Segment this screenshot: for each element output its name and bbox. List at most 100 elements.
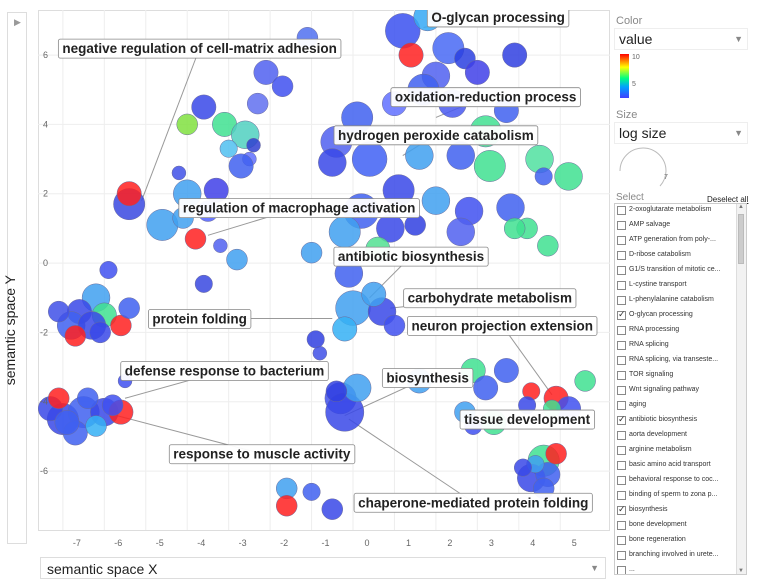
term-list-item[interactable]: arginine metabolism bbox=[615, 444, 737, 459]
term-checkbox[interactable] bbox=[617, 371, 626, 380]
scatter-plot[interactable]: O-glycan processing negative regulation o… bbox=[38, 10, 610, 552]
go-term-bubble[interactable] bbox=[446, 141, 475, 170]
term-checkbox[interactable] bbox=[617, 491, 626, 500]
go-term-bubble[interactable] bbox=[246, 92, 269, 115]
scroll-up-icon[interactable]: ▲ bbox=[738, 204, 744, 210]
go-term-bubble[interactable] bbox=[421, 186, 451, 215]
go-term-bubble[interactable] bbox=[246, 137, 261, 153]
term-list-item[interactable]: RNA splicing bbox=[615, 339, 737, 354]
go-term-bubble[interactable] bbox=[502, 42, 528, 68]
expand-arrow-icon[interactable]: ▶ bbox=[14, 17, 21, 27]
go-term-bubble[interactable] bbox=[464, 59, 490, 85]
go-term-bubble[interactable] bbox=[398, 42, 424, 68]
go-term-bubble[interactable] bbox=[219, 139, 238, 158]
term-label[interactable]: antibiotic biosynthesis bbox=[333, 246, 489, 267]
term-checkbox[interactable] bbox=[617, 386, 626, 395]
go-term-bubble[interactable] bbox=[383, 314, 406, 337]
term-label[interactable]: protein folding bbox=[148, 309, 252, 329]
go-term-bubble[interactable] bbox=[351, 141, 388, 177]
term-checkbox[interactable] bbox=[617, 206, 626, 215]
term-checkbox[interactable] bbox=[617, 341, 626, 350]
term-list-item[interactable]: biosynthesis bbox=[615, 504, 737, 519]
go-term-bubble[interactable] bbox=[194, 274, 213, 293]
term-list-item[interactable]: antibiotic biosynthesis bbox=[615, 414, 737, 429]
scroll-down-icon[interactable]: ▼ bbox=[738, 568, 744, 574]
term-checkbox[interactable] bbox=[617, 504, 626, 515]
term-select-list[interactable]: 2-oxoglutarate metabolism AMP salvage ATP … bbox=[614, 203, 747, 575]
go-term-bubble[interactable] bbox=[228, 153, 254, 179]
go-term-bubble[interactable] bbox=[176, 113, 198, 136]
term-label[interactable]: defense response to bacterium bbox=[120, 361, 329, 381]
go-term-bubble[interactable] bbox=[332, 316, 358, 342]
color-select[interactable]: value ▼ bbox=[614, 28, 748, 50]
go-term-bubble[interactable] bbox=[101, 394, 124, 416]
go-term-bubble[interactable] bbox=[493, 358, 519, 383]
term-list-item[interactable]: basic amino acid transport bbox=[615, 459, 737, 474]
term-checkbox[interactable] bbox=[617, 401, 626, 410]
term-list-item[interactable]: ATP generation from poly-... bbox=[615, 234, 737, 249]
term-checkbox[interactable] bbox=[617, 221, 626, 230]
term-list-item[interactable]: AMP salvage bbox=[615, 219, 737, 234]
go-term-bubble[interactable] bbox=[48, 300, 70, 323]
term-list-item[interactable]: G1/S transition of mitotic ce... bbox=[615, 264, 737, 279]
go-term-bubble[interactable] bbox=[342, 373, 372, 403]
term-list-item[interactable]: Wnt signaling pathway bbox=[615, 384, 737, 399]
go-term-bubble[interactable] bbox=[554, 162, 583, 191]
term-label[interactable]: oxidation-reduction process bbox=[390, 87, 581, 108]
go-term-bubble[interactable] bbox=[184, 228, 207, 250]
go-term-bubble[interactable] bbox=[191, 94, 217, 120]
term-list-item[interactable]: TOR signaling bbox=[615, 369, 737, 384]
term-list-item[interactable]: L-phenylalanine catabolism bbox=[615, 294, 737, 309]
go-term-bubble[interactable] bbox=[271, 75, 294, 97]
term-list-item[interactable]: bone regeneration bbox=[615, 534, 737, 549]
go-term-bubble[interactable] bbox=[85, 415, 107, 437]
term-list-item[interactable]: L-cystine transport bbox=[615, 279, 737, 294]
go-term-bubble[interactable] bbox=[361, 281, 387, 307]
term-checkbox[interactable] bbox=[617, 266, 626, 275]
go-term-bubble[interactable] bbox=[99, 261, 118, 279]
term-label[interactable]: chaperone-mediated protein folding bbox=[353, 492, 593, 513]
go-term-bubble[interactable] bbox=[300, 241, 323, 264]
term-checkbox[interactable] bbox=[617, 461, 626, 470]
term-list-item[interactable]: behavioral response to coc... bbox=[615, 474, 737, 489]
go-term-bubble[interactable] bbox=[503, 217, 526, 240]
go-term-bubble[interactable] bbox=[545, 443, 567, 465]
go-term-bubble[interactable] bbox=[171, 165, 187, 181]
size-select[interactable]: log size ▼ bbox=[614, 122, 748, 144]
go-term-bubble[interactable] bbox=[306, 330, 325, 349]
term-label[interactable]: response to muscle activity bbox=[168, 444, 356, 465]
term-checkbox[interactable] bbox=[617, 551, 626, 560]
term-label[interactable]: O-glycan processing bbox=[426, 10, 570, 28]
term-checkbox[interactable] bbox=[617, 296, 626, 305]
go-term-bubble[interactable] bbox=[116, 181, 142, 207]
term-list-item[interactable]: binding of sperm to zona p... bbox=[615, 489, 737, 504]
term-list-item[interactable]: O-glycan processing bbox=[615, 309, 737, 324]
go-term-bubble[interactable] bbox=[473, 150, 506, 182]
term-list-item[interactable]: aorta development bbox=[615, 429, 737, 444]
term-label[interactable]: neuron projection extension bbox=[407, 316, 598, 336]
term-checkbox[interactable] bbox=[617, 326, 626, 335]
go-term-bubble[interactable] bbox=[118, 297, 140, 319]
term-checkbox[interactable] bbox=[617, 356, 626, 365]
term-checkbox[interactable] bbox=[617, 414, 626, 425]
term-checkbox[interactable] bbox=[617, 281, 626, 290]
go-term-bubble[interactable] bbox=[534, 167, 553, 186]
go-term-bubble[interactable] bbox=[537, 235, 559, 257]
term-list-item[interactable]: aging bbox=[615, 399, 737, 414]
term-list-item[interactable]: ... bbox=[615, 564, 737, 574]
left-collapse-bar[interactable]: ▶ bbox=[7, 12, 27, 544]
term-label[interactable]: negative regulation of cell-matrix adhes… bbox=[57, 38, 342, 59]
term-label-layer[interactable]: O-glycan processing negative regulation o… bbox=[57, 10, 598, 513]
go-term-bubble[interactable] bbox=[325, 380, 348, 403]
go-term-bubble[interactable] bbox=[253, 59, 279, 85]
go-term-bubble[interactable] bbox=[514, 458, 532, 477]
go-term-bubble[interactable] bbox=[473, 375, 499, 401]
term-list-item[interactable]: RNA splicing, via transeste... bbox=[615, 354, 737, 369]
term-list-item[interactable]: RNA processing bbox=[615, 324, 737, 339]
term-checkbox[interactable] bbox=[617, 431, 626, 440]
term-checkbox[interactable] bbox=[617, 446, 626, 455]
scroll-thumb[interactable] bbox=[738, 214, 744, 264]
term-list-item[interactable]: 2-oxoglutarate metabolism bbox=[615, 204, 737, 219]
term-list-item[interactable]: bone development bbox=[615, 519, 737, 534]
term-label[interactable]: biosynthesis bbox=[381, 368, 474, 388]
